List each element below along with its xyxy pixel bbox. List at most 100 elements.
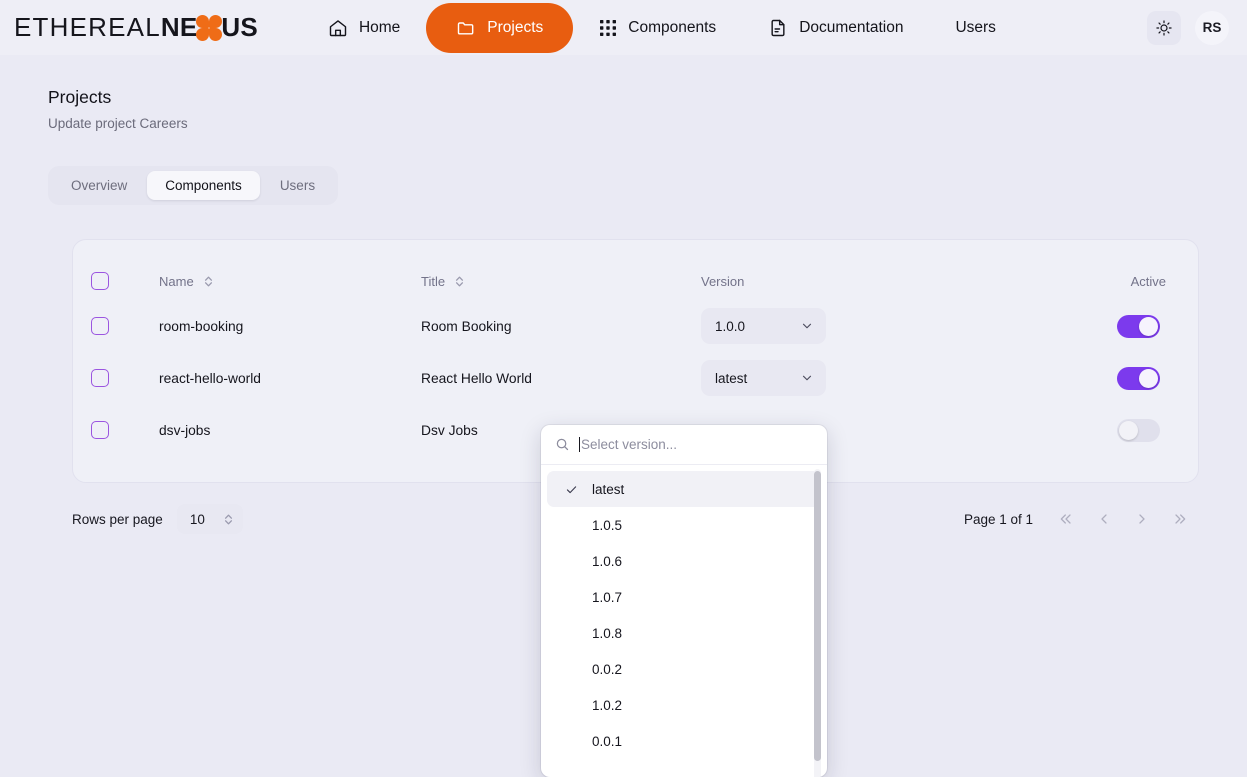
header-select-all-cell: [73, 262, 159, 300]
dropdown-option-label: latest: [592, 481, 625, 497]
document-icon: [768, 18, 788, 38]
nav-item-documentation[interactable]: Documentation: [742, 4, 929, 52]
dropdown-search-row: [541, 425, 827, 465]
top-navigation-bar: ETHEREAL NE US Home Projects: [0, 0, 1247, 55]
tab-users[interactable]: Users: [279, 178, 316, 193]
dropdown-option[interactable]: 1.0.6: [547, 543, 821, 579]
row-checkbox[interactable]: [91, 369, 109, 387]
avatar-initials: RS: [1202, 20, 1222, 35]
prev-page-button[interactable]: [1085, 503, 1123, 535]
rows-per-page-stepper[interactable]: 10: [176, 504, 243, 534]
dropdown-option-label: 1.0.5: [592, 517, 623, 533]
version-select-value: latest: [715, 370, 748, 386]
header-label-active: Active: [1130, 273, 1166, 289]
avatar[interactable]: RS: [1195, 10, 1229, 45]
grid-icon: [599, 19, 617, 37]
nav-item-components[interactable]: Components: [573, 5, 742, 51]
table-row[interactable]: dsv-jobs Dsv Jobs: [73, 404, 1198, 456]
dropdown-option[interactable]: 0.0.2: [547, 651, 821, 687]
nav-item-users[interactable]: Users: [929, 5, 1021, 51]
dropdown-option-label: 0.0.2: [592, 661, 623, 677]
nav-item-home[interactable]: Home: [302, 4, 426, 52]
tab-overview[interactable]: Overview: [71, 178, 128, 193]
version-dropdown-popover: latest 1.0.5 1.0.6 1.0.7 1.0.8 0.0.2 1.0…: [541, 425, 827, 777]
dropdown-option[interactable]: 1.0.5: [547, 507, 821, 543]
tab-components[interactable]: Components: [147, 171, 260, 200]
rows-per-page-label: Rows per page: [72, 511, 163, 527]
brand-flower-icon: [196, 14, 223, 41]
dropdown-option-label: 1.0.6: [592, 553, 623, 569]
dropdown-option[interactable]: 1.0.2: [547, 687, 821, 723]
next-page-button[interactable]: [1123, 503, 1161, 535]
row-title: Dsv Jobs: [421, 422, 478, 438]
dropdown-option-label: 1.0.2: [592, 697, 623, 713]
row-title: React Hello World: [421, 370, 532, 386]
last-page-button[interactable]: [1161, 503, 1199, 535]
first-page-button[interactable]: [1047, 503, 1085, 535]
row-active-cell: [1011, 300, 1198, 352]
dropdown-option-label: 0.0.1: [592, 733, 623, 749]
nav-label-components: Components: [628, 18, 717, 36]
dropdown-option-label: 1.0.8: [592, 625, 623, 641]
folder-icon: [456, 18, 476, 38]
sort-icon-name[interactable]: [203, 275, 214, 288]
row-name: room-booking: [159, 318, 244, 334]
header-active-cell: Active: [1011, 262, 1198, 300]
row-active-cell: [1011, 352, 1198, 404]
active-toggle[interactable]: [1117, 314, 1160, 338]
page-header: Projects Update project Careers: [0, 55, 1247, 131]
header-version-cell: Version: [701, 262, 1011, 300]
theme-toggle-button[interactable]: [1147, 10, 1181, 45]
header-title-cell: Title: [421, 262, 701, 300]
brand-logo[interactable]: ETHEREAL NE US: [14, 12, 258, 43]
dropdown-option[interactable]: 1.0.7: [547, 579, 821, 615]
nav-item-projects[interactable]: Projects: [426, 2, 574, 53]
dropdown-option[interactable]: 1.0.8: [547, 615, 821, 651]
home-icon: [328, 18, 348, 38]
nav-right-actions: RS: [1147, 10, 1229, 45]
chevron-updown-icon: [223, 513, 234, 526]
header-label-version: Version: [701, 273, 745, 289]
row-version-cell: latest: [701, 352, 1011, 404]
header-label-name: Name: [159, 273, 194, 289]
version-select-value: 1.0.0: [715, 318, 746, 334]
check-icon: [565, 483, 578, 496]
row-checkbox[interactable]: [91, 317, 109, 335]
pagination: Page 1 of 1: [964, 503, 1199, 535]
version-select[interactable]: latest: [701, 360, 826, 396]
row-checkbox[interactable]: [91, 421, 109, 439]
active-toggle[interactable]: [1117, 366, 1160, 390]
dropdown-option-label: 1.0.7: [592, 589, 623, 605]
chevron-down-icon: [800, 371, 814, 385]
active-toggle[interactable]: [1117, 418, 1160, 442]
sort-icon-title[interactable]: [454, 275, 465, 288]
search-icon: [555, 437, 570, 452]
row-version-cell: 1.0.0: [701, 300, 1011, 352]
nav-label-home: Home: [358, 18, 401, 36]
header-label-title: Title: [421, 273, 446, 289]
version-select[interactable]: 1.0.0: [701, 308, 826, 344]
header-name-cell: Name: [159, 262, 421, 300]
page-title: Projects: [48, 87, 112, 107]
sun-icon: [1155, 19, 1173, 37]
table-row[interactable]: react-hello-world React Hello World late…: [73, 352, 1198, 404]
chevron-left-icon: [1096, 511, 1112, 527]
dropdown-scrollbar-thumb[interactable]: [814, 471, 821, 761]
page-indicator: Page 1 of 1: [963, 511, 1033, 527]
version-search-input[interactable]: [579, 437, 813, 452]
dropdown-option[interactable]: 0.0.1: [547, 723, 821, 759]
row-select-cell: [73, 300, 159, 352]
row-active-cell: [1011, 404, 1198, 456]
select-all-checkbox[interactable]: [91, 272, 109, 290]
chevron-down-icon: [800, 319, 814, 333]
nav-label-users: Users: [955, 18, 996, 36]
dropdown-scrollbar-track[interactable]: [814, 469, 821, 777]
double-chevron-left-icon: [1058, 511, 1074, 527]
row-select-cell: [73, 404, 159, 456]
tab-bar: Overview Components Users: [48, 166, 339, 205]
dropdown-option[interactable]: latest: [547, 471, 821, 507]
row-name: dsv-jobs: [159, 422, 211, 438]
double-chevron-right-icon: [1172, 511, 1188, 527]
brand-text-us: US: [221, 12, 258, 42]
table-row[interactable]: room-booking Room Booking 1.0.0: [73, 300, 1198, 352]
